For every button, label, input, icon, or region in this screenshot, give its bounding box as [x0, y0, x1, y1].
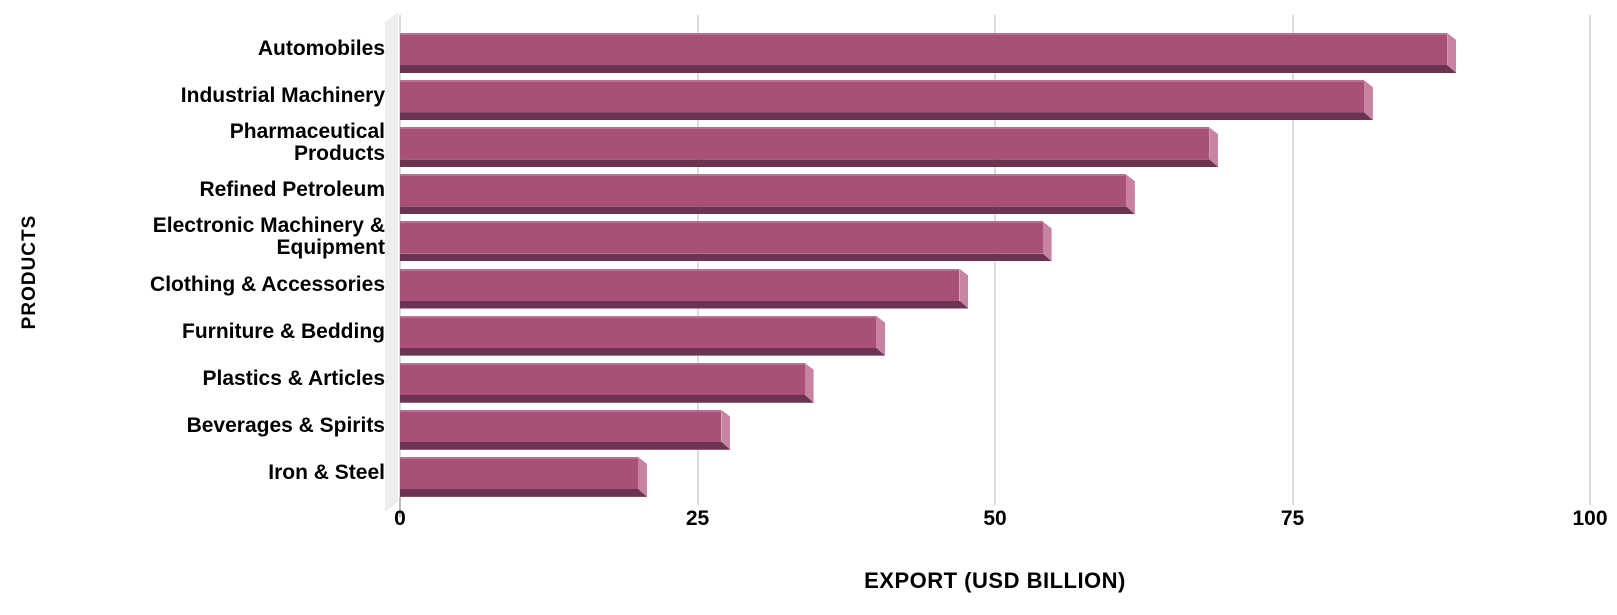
- bar: [400, 456, 647, 497]
- bar: [400, 362, 814, 403]
- bar-bottom-face: [400, 253, 1052, 261]
- y-axis-title: PRODUCTS: [19, 214, 40, 330]
- bar-side-face: [1042, 221, 1052, 262]
- bar-bottom-face: [400, 65, 1456, 73]
- plot-area: [400, 15, 1591, 517]
- category-label: Electronic Machinery & Equipment: [152, 214, 385, 260]
- bar-side-face: [876, 315, 885, 356]
- bar: [400, 221, 1052, 262]
- x-axis-ticks: 0 25 50 75 100: [394, 507, 1607, 533]
- x-tick-label: 100: [1572, 507, 1608, 530]
- x-tick-label: 0: [394, 507, 406, 530]
- bar-side-face: [1447, 33, 1457, 73]
- bar-front-face: [400, 456, 638, 489]
- category-label: Plastics & Articles: [202, 366, 385, 390]
- bar-bottom-face: [400, 395, 814, 403]
- bar: [400, 127, 1219, 168]
- category-label: Pharmaceutical Products: [229, 120, 385, 166]
- bar-front-face: [400, 127, 1210, 160]
- bar: [400, 80, 1373, 121]
- bar-bottom-face: [400, 348, 885, 356]
- bar-front-face: [400, 315, 876, 348]
- bar-side-face: [638, 456, 647, 497]
- bar: [400, 268, 969, 309]
- gridline: [1589, 15, 1591, 505]
- bar: [400, 315, 885, 356]
- bar-bottom-face: [400, 112, 1373, 120]
- bar-side-face: [1363, 80, 1373, 121]
- bar-bottom-face: [400, 159, 1218, 167]
- category-label: Industrial Machinery: [180, 84, 385, 108]
- bar-bottom-face: [400, 206, 1135, 214]
- bar-front-face: [400, 33, 1448, 65]
- bar-side-face: [804, 362, 814, 403]
- bar-bottom-face: [400, 301, 968, 309]
- bar: [400, 174, 1135, 215]
- bar: [400, 409, 731, 450]
- bar: [400, 33, 1457, 73]
- category-label: Refined Petroleum: [199, 178, 385, 202]
- bar-front-face: [400, 221, 1043, 254]
- bar-front-face: [400, 362, 805, 395]
- bar-side-face: [1209, 127, 1219, 168]
- x-axis-title: EXPORT (USD BILLION): [864, 568, 1126, 593]
- bar-front-face: [400, 80, 1364, 113]
- bar-side-face: [721, 409, 731, 450]
- bar-bottom-face: [400, 489, 647, 497]
- bar-front-face: [400, 409, 722, 442]
- category-labels: Automobiles Industrial Machinery Pharmaceu…: [40, 15, 385, 497]
- category-label: Iron & Steel: [268, 460, 385, 484]
- category-label: Automobiles: [257, 37, 385, 60]
- category-label: Furniture & Bedding: [182, 319, 385, 343]
- category-label: Beverages & Spirits: [186, 413, 385, 437]
- x-tick-label: 75: [1280, 507, 1305, 530]
- bar-side-face: [1125, 174, 1135, 215]
- origin-tick: [399, 497, 401, 517]
- axis-wall: [385, 12, 398, 512]
- category-label: Clothing & Accessories: [150, 272, 385, 296]
- x-tick-label: 50: [983, 507, 1007, 530]
- bar-front-face: [400, 268, 960, 301]
- bar-front-face: [400, 174, 1126, 207]
- bar-bottom-face: [400, 442, 730, 450]
- bar-side-face: [959, 268, 969, 309]
- gridline: [1291, 15, 1294, 505]
- x-tick-label: 25: [685, 507, 710, 530]
